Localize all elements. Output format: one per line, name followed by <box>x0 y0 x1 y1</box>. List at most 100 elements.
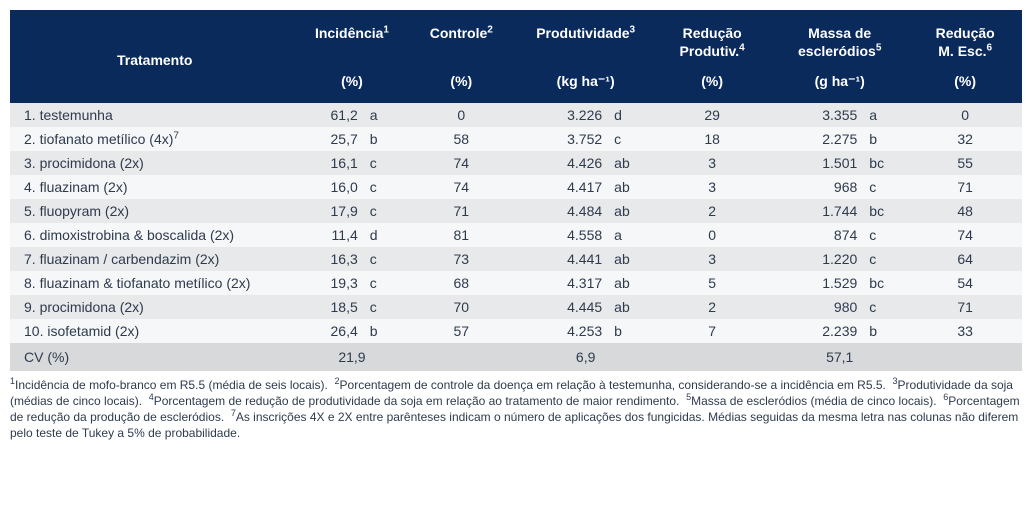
cell-incidencia: 18,5 <box>299 295 363 319</box>
cell-massa-escl: 968 <box>771 175 863 199</box>
table-row: 3. procimidona (2x)16,1c744.426ab31.501b… <box>10 151 1022 175</box>
cell-produtividade-grp: ab <box>608 199 653 223</box>
cell-red-produtiv: 3 <box>653 175 771 199</box>
cell-incidencia: 16,1 <box>299 151 363 175</box>
table-row: 10. isofetamid (2x)26,4b574.253b72.239b3… <box>10 319 1022 343</box>
table-row: 2. tiofanato metílico (4x)725,7b583.752c… <box>10 127 1022 151</box>
col-header-tratamento: Tratamento <box>10 10 299 103</box>
cell-incidencia-grp: c <box>364 175 405 199</box>
cv-massa-escl: 57,1 <box>771 343 908 371</box>
unit-red-escl: (%) <box>908 66 1022 102</box>
cell-red-produtiv: 29 <box>653 103 771 127</box>
cell-tratamento: 8. fluazinam & tiofanato metílico (2x) <box>10 271 299 295</box>
cell-produtividade: 3.752 <box>518 127 608 151</box>
col-header-red-produtiv: ReduçãoProdutiv.4 <box>653 10 771 66</box>
cv-label: CV (%) <box>10 343 299 371</box>
cell-red-produtiv: 0 <box>653 223 771 247</box>
cell-massa-escl: 874 <box>771 223 863 247</box>
cell-incidencia-grp: c <box>364 271 405 295</box>
col-header-massa-escl: Massa deescleródios5 <box>771 10 908 66</box>
cell-produtividade: 4.445 <box>518 295 608 319</box>
cell-produtividade-grp: d <box>608 103 653 127</box>
cv-produtividade: 6,9 <box>518 343 653 371</box>
cell-red-escl: 33 <box>908 319 1022 343</box>
cell-massa-escl-grp: c <box>863 247 908 271</box>
cell-controle: 70 <box>404 295 518 319</box>
cell-incidencia-grp: c <box>364 199 405 223</box>
cell-tratamento: 7. fluazinam / carbendazim (2x) <box>10 247 299 271</box>
cell-controle: 58 <box>404 127 518 151</box>
cell-incidencia: 17,9 <box>299 199 363 223</box>
cell-produtividade-grp: c <box>608 127 653 151</box>
cell-produtividade: 4.317 <box>518 271 608 295</box>
cell-red-escl: 71 <box>908 175 1022 199</box>
cell-red-produtiv: 5 <box>653 271 771 295</box>
cell-tratamento: 2. tiofanato metílico (4x)7 <box>10 127 299 151</box>
cell-massa-escl-grp: c <box>863 223 908 247</box>
cell-controle: 57 <box>404 319 518 343</box>
cell-tratamento: 10. isofetamid (2x) <box>10 319 299 343</box>
cell-incidencia-grp: c <box>364 295 405 319</box>
cell-incidencia-grp: a <box>364 103 405 127</box>
table-row: 4. fluazinam (2x)16,0c744.417ab3968c71 <box>10 175 1022 199</box>
cell-produtividade-grp: a <box>608 223 653 247</box>
col-header-red-escl: ReduçãoM. Esc.6 <box>908 10 1022 66</box>
unit-produtividade: (kg ha⁻¹) <box>518 66 653 102</box>
cell-incidencia-grp: d <box>364 223 405 247</box>
unit-controle: (%) <box>404 66 518 102</box>
cv-row: CV (%) 21,9 6,9 57,1 <box>10 343 1022 371</box>
cell-red-produtiv: 18 <box>653 127 771 151</box>
cell-massa-escl: 2.275 <box>771 127 863 151</box>
cell-produtividade-grp: ab <box>608 247 653 271</box>
cell-controle: 81 <box>404 223 518 247</box>
cell-produtividade: 4.253 <box>518 319 608 343</box>
cell-red-escl: 74 <box>908 223 1022 247</box>
cell-produtividade-grp: ab <box>608 295 653 319</box>
cell-incidencia: 11,4 <box>299 223 363 247</box>
cell-controle: 68 <box>404 271 518 295</box>
cell-red-produtiv: 7 <box>653 319 771 343</box>
table-row: 9. procimidona (2x)18,5c704.445ab2980c71 <box>10 295 1022 319</box>
col-header-incidencia: Incidência1 <box>299 10 404 66</box>
cell-incidencia-grp: c <box>364 151 405 175</box>
cell-produtividade-grp: ab <box>608 271 653 295</box>
cell-incidencia: 61,2 <box>299 103 363 127</box>
cell-incidencia-grp: b <box>364 319 405 343</box>
cell-controle: 0 <box>404 103 518 127</box>
cell-controle: 73 <box>404 247 518 271</box>
cell-incidencia: 16,0 <box>299 175 363 199</box>
cell-massa-escl-grp: b <box>863 127 908 151</box>
fungicide-results-table: Tratamento Incidência1 Controle2 Produti… <box>10 10 1022 371</box>
cell-incidencia: 26,4 <box>299 319 363 343</box>
cell-produtividade: 4.484 <box>518 199 608 223</box>
table-row: 7. fluazinam / carbendazim (2x)16,3c734.… <box>10 247 1022 271</box>
cell-red-escl: 55 <box>908 151 1022 175</box>
cell-controle: 74 <box>404 151 518 175</box>
cell-massa-escl: 980 <box>771 295 863 319</box>
cell-red-produtiv: 2 <box>653 295 771 319</box>
cell-massa-escl: 1.529 <box>771 271 863 295</box>
cell-red-produtiv: 3 <box>653 151 771 175</box>
cell-massa-escl: 1.220 <box>771 247 863 271</box>
cell-massa-escl-grp: bc <box>863 199 908 223</box>
cell-produtividade: 3.226 <box>518 103 608 127</box>
table-row: 8. fluazinam & tiofanato metílico (2x)19… <box>10 271 1022 295</box>
cell-massa-escl-grp: bc <box>863 271 908 295</box>
unit-massa-escl: (g ha⁻¹) <box>771 66 908 102</box>
cell-produtividade: 4.417 <box>518 175 608 199</box>
cell-massa-escl: 2.239 <box>771 319 863 343</box>
cell-tratamento: 1. testemunha <box>10 103 299 127</box>
cell-tratamento: 5. fluopyram (2x) <box>10 199 299 223</box>
cell-massa-escl-grp: a <box>863 103 908 127</box>
cell-massa-escl-grp: c <box>863 175 908 199</box>
cell-red-escl: 32 <box>908 127 1022 151</box>
cell-produtividade: 4.441 <box>518 247 608 271</box>
cell-red-escl: 71 <box>908 295 1022 319</box>
cell-red-produtiv: 3 <box>653 247 771 271</box>
cell-massa-escl-grp: bc <box>863 151 908 175</box>
table-row: 6. dimoxistrobina & boscalida (2x)11,4d8… <box>10 223 1022 247</box>
col-header-produtividade: Produtividade3 <box>518 10 653 66</box>
cell-incidencia: 19,3 <box>299 271 363 295</box>
unit-incidencia: (%) <box>299 66 404 102</box>
unit-red-prod: (%) <box>653 66 771 102</box>
